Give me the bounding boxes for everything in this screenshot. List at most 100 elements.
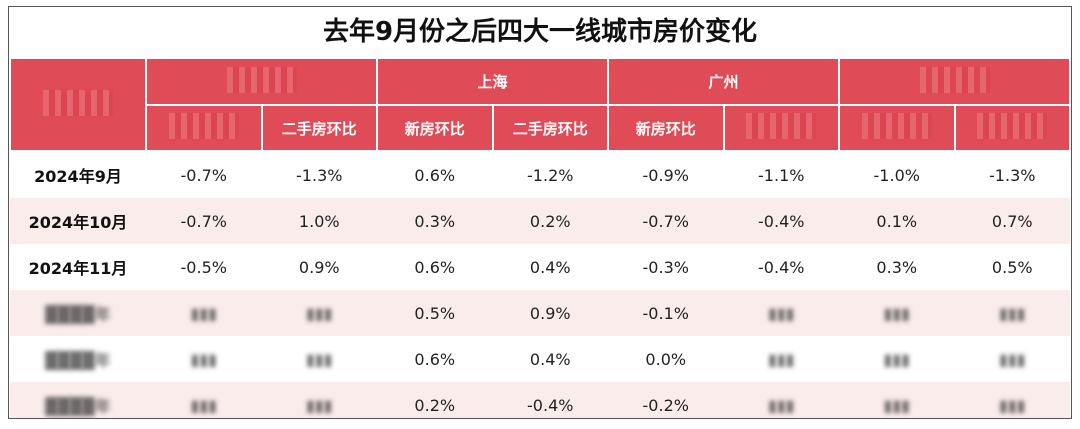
table-cell: ▮▮▮ [723,336,839,382]
row-month-label: 2024年9月 [10,151,146,198]
sub-header-6 [722,104,840,152]
table-cell: ▮▮▮ [723,382,839,418]
table-cell: ▮▮▮ [261,382,377,418]
blurred-text: ▮▮▮ [190,395,217,415]
blurred-text: ▮▮▮ [768,303,795,323]
table-cell: -0.4% [723,244,839,290]
sub-header-4: 二手房环比 [491,104,609,152]
table-cell: -0.4% [492,382,608,418]
blurred-text: ▮▮▮ [190,303,217,323]
table-cell: ▮▮▮ [839,382,955,418]
table-cell: 0.9% [261,244,377,290]
row-month-label: ████年 [10,336,146,382]
table-cell: 1.0% [261,198,377,244]
table-cell: 0.7% [954,198,1070,244]
row-month-label: 2024年11月 [10,244,146,290]
blurred-text: ▮▮▮ [306,303,333,323]
redacted-mark [43,89,113,116]
blurred-text: ▮▮▮ [999,303,1026,323]
blurred-text: ▮▮▮ [306,349,333,369]
sub-header-row: 二手房环比 新房环比 二手房环比 新房环比 [10,104,1071,152]
table-cell: ▮▮▮ [839,290,955,336]
blurred-text: ▮▮▮ [999,395,1026,415]
row-month-label: 2024年10月 [10,198,146,244]
table-cell: 0.1% [839,198,955,244]
table-cell: 0.3% [377,198,493,244]
table-cell: -0.2% [608,382,724,418]
blurred-text: ████年 [45,397,111,416]
sub-header-2: 二手房环比 [260,104,378,152]
blurred-text: ▮▮▮ [883,349,910,369]
table-row: 2024年9月 -0.7% -1.3% 0.6% -1.2% -0.9% -1.1% -1.0… [10,151,1070,198]
table-cell: ▮▮▮ [723,290,839,336]
sub-header-1 [145,104,263,152]
redacted-mark [861,113,932,139]
table-cell: 0.3% [839,244,955,290]
blurred-text: ████年 [45,305,111,324]
table-cell: ▮▮▮ [839,336,955,382]
table-title: 去年9月份之后四大一线城市房价变化 [322,17,758,47]
table-cell: -0.5% [146,244,262,290]
table-cell: -0.1% [608,290,724,336]
blurred-text: ▮▮▮ [190,349,217,369]
blurred-text: ▮▮▮ [999,349,1026,369]
table-cell: -0.7% [146,198,262,244]
table-cell: -0.3% [608,244,724,290]
city-header-4 [838,57,1071,106]
table-cell: 0.4% [492,244,608,290]
row-month-label: ████年 [10,382,146,418]
table-cell: 0.6% [377,336,493,382]
price-change-table: 上海 广州 二手房环比 新房环比 二手房环比 新房环比 2024年9月 -0.7%… [9,57,1071,418]
table-row: ████年 ▮▮▮ ▮▮▮ 0.2% -0.4% -0.2% ▮▮▮ ▮▮▮ ▮▮▮ [10,382,1070,418]
table-cell: ▮▮▮ [954,290,1070,336]
blurred-text: ▮▮▮ [306,395,333,415]
table-body: 2024年9月 -0.7% -1.3% 0.6% -1.2% -0.9% -1.1% -1.0… [10,151,1070,418]
city-header-guangzhou: 广州 [607,57,840,106]
table-cell: -1.3% [261,151,377,198]
sub-header-3: 新房环比 [376,104,494,152]
table-cell: ▮▮▮ [954,382,1070,418]
redacted-mark [977,113,1048,139]
table-row: ████年 ▮▮▮ ▮▮▮ 0.6% 0.4% 0.0% ▮▮▮ ▮▮▮ ▮▮▮ [10,336,1070,382]
redacted-mark [226,66,297,93]
table-row: 2024年11月 -0.5% 0.9% 0.6% 0.4% -0.3% -0.4% 0.3% 0… [10,244,1070,290]
city-header-row: 上海 广州 [9,57,1071,152]
table-cell: -1.2% [492,151,608,198]
blurred-text: ▮▮▮ [883,303,910,323]
table-cell: 0.2% [492,198,608,244]
table-cell: ▮▮▮ [146,336,262,382]
table-cell: -1.3% [954,151,1070,198]
table-cell: 0.6% [377,151,493,198]
redacted-mark [919,66,990,93]
table-cell: -1.1% [723,151,839,198]
table-cell: 0.4% [492,336,608,382]
sub-header-5: 新房环比 [607,104,725,152]
city-header-1 [145,57,378,106]
table-cell: ▮▮▮ [146,382,262,418]
table-cell: -0.7% [146,151,262,198]
table-card: 去年9月份之后四大一线城市房价变化 上海 广州 二手房环比 新房环比 二手房环比… [8,6,1072,419]
sub-header-8 [953,104,1071,152]
table-cell: 0.5% [377,290,493,336]
table-cell: 0.2% [377,382,493,418]
blurred-text: ▮▮▮ [883,395,910,415]
row-month-label: ████年 [10,290,146,336]
table-cell: 0.9% [492,290,608,336]
table-cell: 0.0% [608,336,724,382]
city-header-shanghai: 上海 [376,57,609,106]
blurred-text: ▮▮▮ [768,395,795,415]
corner-cell [9,57,147,152]
sub-header-7 [838,104,956,152]
table-cell: ▮▮▮ [146,290,262,336]
table-cell: 0.6% [377,244,493,290]
table-cell: ▮▮▮ [261,290,377,336]
table-cell: -0.4% [723,198,839,244]
blurred-text: ████年 [45,351,111,370]
table-cell: -0.7% [608,198,724,244]
redacted-mark [746,113,817,139]
table-row: ████年 ▮▮▮ ▮▮▮ 0.5% 0.9% -0.1% ▮▮▮ ▮▮▮ ▮▮▮ [10,290,1070,336]
table-cell: ▮▮▮ [954,336,1070,382]
table-cell: -1.0% [839,151,955,198]
blurred-text: ▮▮▮ [768,349,795,369]
table-cell: 0.5% [954,244,1070,290]
